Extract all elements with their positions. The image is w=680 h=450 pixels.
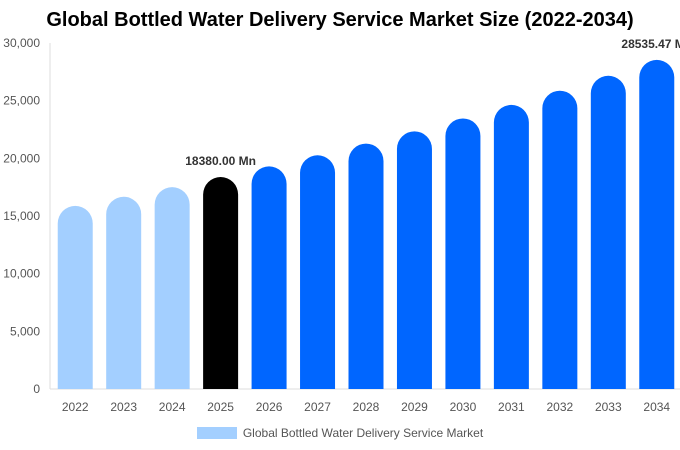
- bar-2033: [590, 75, 626, 390]
- data-label: 28535.47 Mn: [621, 37, 680, 51]
- bar-2028: [348, 143, 384, 389]
- data-label: 18380.00 Mn: [185, 154, 256, 168]
- x-tick-label: 2034: [643, 400, 670, 414]
- y-tick-label: 25,000: [3, 94, 40, 108]
- x-tick-label: 2029: [401, 400, 428, 414]
- y-tick-label: 15,000: [3, 209, 40, 223]
- legend: Global Bottled Water Delivery Service Ma…: [0, 426, 680, 440]
- y-tick-label: 20,000: [3, 151, 40, 165]
- bar-2031: [493, 104, 529, 390]
- x-tick-label: 2033: [595, 400, 622, 414]
- bar-2026: [251, 166, 287, 389]
- bar-2022: [57, 205, 93, 389]
- bar-2034: [639, 59, 675, 389]
- bar-2030: [445, 118, 481, 390]
- x-tick-label: 2026: [256, 400, 283, 414]
- bar-2024: [154, 187, 190, 389]
- x-tick-label: 2023: [110, 400, 137, 414]
- x-tick-label: 2028: [353, 400, 380, 414]
- y-tick-label: 5,000: [10, 324, 40, 338]
- chart-title: Global Bottled Water Delivery Service Ma…: [46, 9, 634, 31]
- bar-2027: [300, 155, 336, 389]
- bar-2023: [106, 196, 142, 389]
- x-tick-label: 2032: [546, 400, 573, 414]
- x-tick-label: 2027: [304, 400, 331, 414]
- legend-label: Global Bottled Water Delivery Service Ma…: [242, 426, 484, 440]
- bar-2032: [542, 90, 578, 389]
- bar-2029: [396, 131, 432, 389]
- y-tick-label: 30,000: [3, 36, 40, 50]
- legend-swatch: [196, 427, 237, 439]
- x-tick-label: 2022: [62, 400, 89, 414]
- x-tick-label: 2030: [450, 400, 477, 414]
- x-tick-label: 2031: [498, 400, 525, 414]
- y-tick-label: 0: [33, 382, 40, 396]
- bar-2025: [203, 177, 239, 389]
- x-tick-label: 2025: [207, 400, 234, 414]
- y-tick-label: 10,000: [3, 267, 40, 281]
- x-tick-label: 2024: [159, 400, 186, 414]
